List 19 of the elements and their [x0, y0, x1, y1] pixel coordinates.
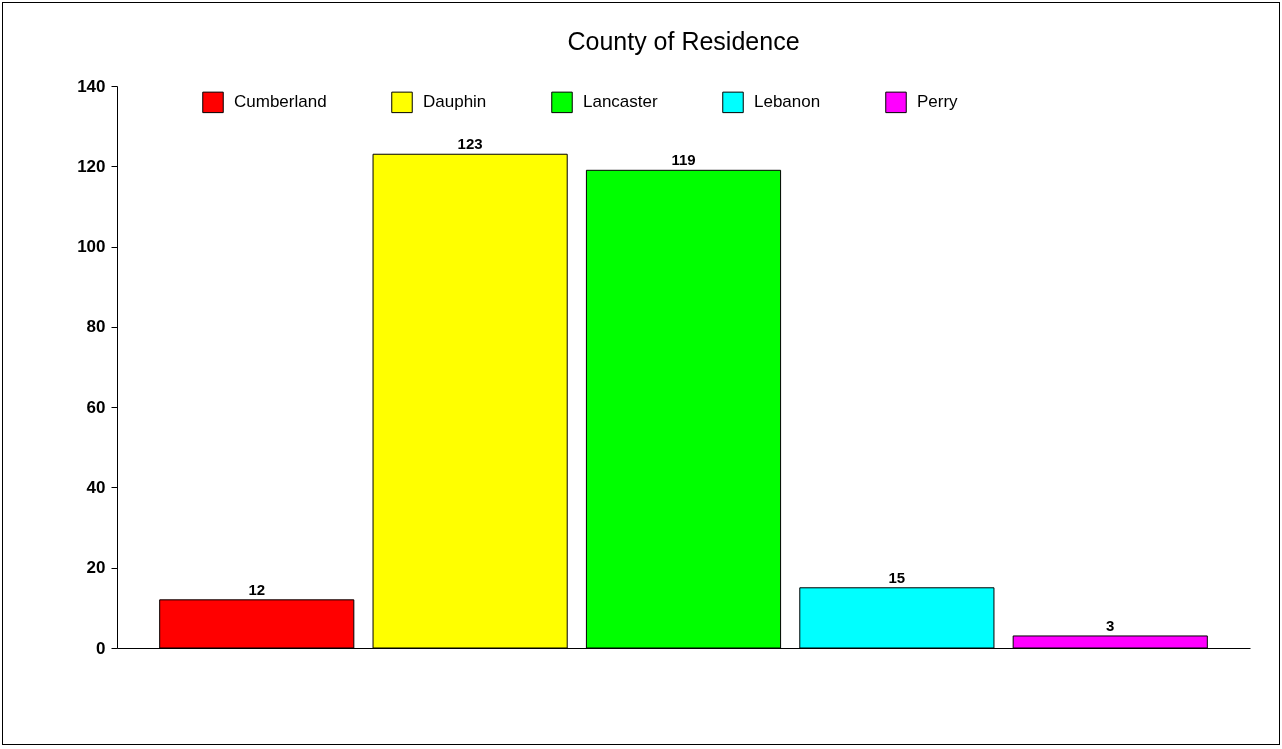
legend-label: Perry — [917, 92, 959, 112]
y-tick-label: 60 — [86, 397, 106, 417]
legend-label: Dauphin — [423, 92, 487, 112]
legend-label: Cumberland — [234, 92, 327, 112]
y-tick-label: 140 — [77, 76, 106, 96]
y-tick-label: 100 — [77, 237, 106, 257]
data-label: 123 — [457, 135, 483, 153]
data-label: 12 — [248, 580, 266, 598]
y-tick-label: 40 — [86, 477, 106, 497]
legend-label: Lebanon — [754, 92, 821, 112]
y-tick-label: 80 — [86, 317, 106, 337]
y-tick-label: 120 — [77, 156, 106, 176]
data-label: 15 — [888, 568, 906, 586]
data-label: 119 — [671, 151, 696, 169]
legend-label: Lancaster — [583, 92, 658, 112]
chart-title: County of Residence — [567, 27, 800, 55]
data-label: 3 — [1106, 616, 1115, 634]
y-tick-label: 0 — [96, 638, 106, 658]
y-tick-label: 20 — [86, 558, 106, 578]
